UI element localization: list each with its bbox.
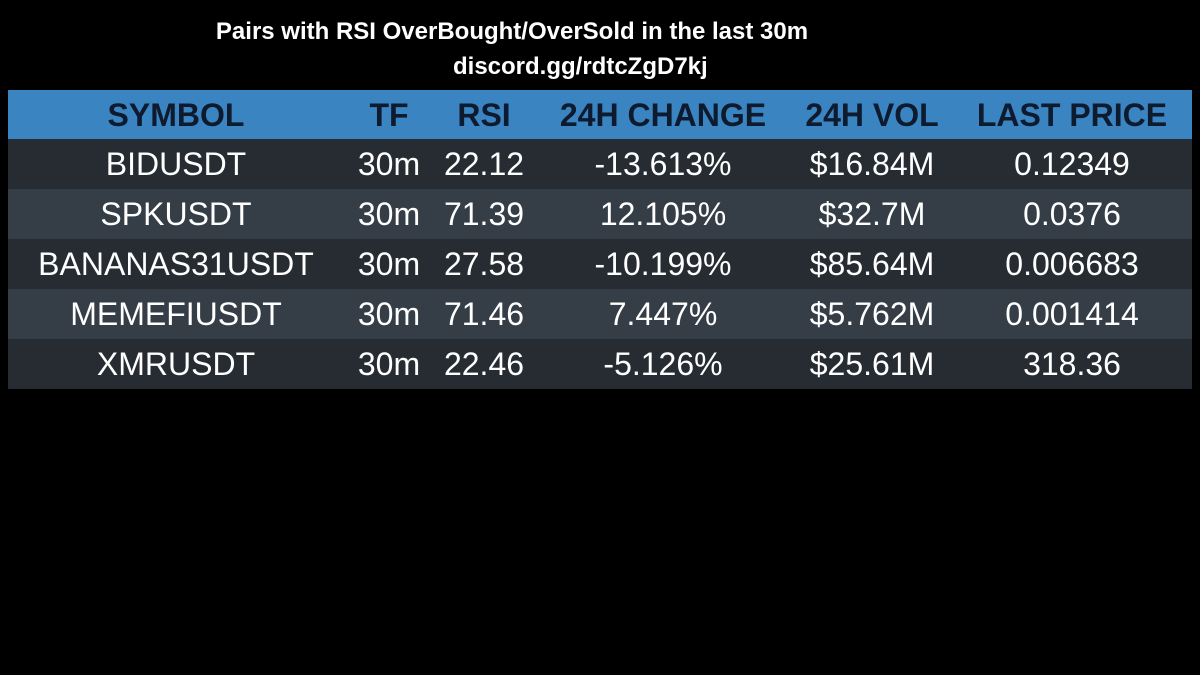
volume-cell: $5.762M [809, 296, 935, 332]
discord-link[interactable]: discord.gg/rdtcZgD7kj [453, 53, 708, 80]
table-row: BANANAS31USDT 30m 27.58 -10.199% $85.64M… [8, 239, 1192, 289]
change-cell: -10.199% [594, 246, 732, 282]
tf-cell: 30m [357, 296, 421, 332]
price-cell: 0.12349 [1014, 146, 1130, 182]
tf-cell: 30m [357, 196, 421, 232]
symbol-cell: MEMEFIUSDT [70, 296, 282, 332]
column-header-24h-vol: 24H VOL [805, 96, 939, 133]
table-row: XMRUSDT 30m 22.46 -5.126% $25.61M 318.36 [8, 339, 1192, 389]
rsi-table: SYMBOL TF RSI 24H CHANGE 24H VOL LAST PR… [8, 90, 1192, 389]
rsi-cell: 71.39 [443, 196, 525, 232]
volume-cell: $16.84M [809, 146, 935, 182]
price-cell: 318.36 [1023, 346, 1121, 382]
symbol-cell: BIDUSDT [105, 146, 247, 182]
volume-cell: $25.61M [809, 346, 935, 382]
rsi-cell: 27.58 [443, 246, 525, 282]
page-title: Pairs with RSI OverBought/OverSold in th… [215, 18, 809, 45]
column-header-symbol: SYMBOL [107, 96, 245, 133]
price-cell: 0.0376 [1023, 196, 1121, 232]
tf-cell: 30m [357, 346, 421, 382]
symbol-cell: BANANAS31USDT [38, 246, 314, 282]
change-cell: 7.447% [608, 296, 718, 332]
column-header-tf: TF [369, 96, 409, 133]
symbol-cell: SPKUSDT [100, 196, 252, 232]
price-cell: 0.006683 [1005, 246, 1139, 282]
symbol-cell: XMRUSDT [96, 346, 256, 382]
rsi-cell: 22.46 [443, 346, 525, 382]
change-cell: -13.613% [594, 146, 732, 182]
volume-cell: $85.64M [809, 246, 935, 282]
change-cell: -5.126% [603, 346, 723, 382]
tf-cell: 30m [357, 146, 421, 182]
table-header-row: SYMBOL TF RSI 24H CHANGE 24H VOL LAST PR… [8, 90, 1192, 139]
rsi-cell: 71.46 [443, 296, 525, 332]
table-row: BIDUSDT 30m 22.12 -13.613% $16.84M 0.123… [8, 139, 1192, 189]
tf-cell: 30m [357, 246, 421, 282]
change-cell: 12.105% [599, 196, 727, 232]
table-row: MEMEFIUSDT 30m 71.46 7.447% $5.762M 0.00… [8, 289, 1192, 339]
price-cell: 0.001414 [1005, 296, 1139, 332]
column-header-rsi: RSI [457, 96, 511, 133]
volume-cell: $32.7M [818, 196, 926, 232]
rsi-cell: 22.12 [443, 146, 525, 182]
table-row: SPKUSDT 30m 71.39 12.105% $32.7M 0.0376 [8, 189, 1192, 239]
column-header-24h-change: 24H CHANGE [559, 96, 767, 133]
column-header-last-price: LAST PRICE [976, 96, 1168, 133]
